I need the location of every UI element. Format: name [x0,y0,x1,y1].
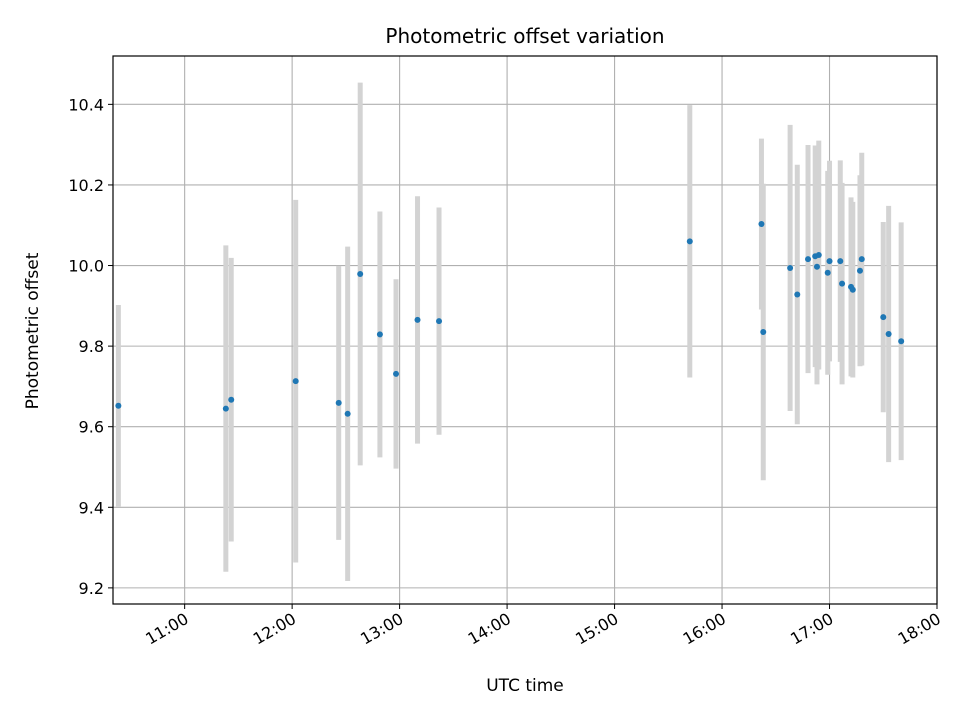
data-point [826,258,833,265]
data-point [414,316,421,323]
data-point [805,256,812,263]
data-point [335,399,342,406]
y-tick-label: 10.2 [68,176,104,195]
data-point [898,338,905,345]
x-axis-label: UTC time [486,676,564,696]
y-tick-label: 9.6 [79,418,104,437]
y-tick-label: 10.4 [68,95,104,114]
data-point [344,410,351,417]
data-point [824,269,831,276]
y-axis-ticks: 9.2 9.4 9.6 9.8 10.0 10.2 10.4 [68,95,113,598]
y-axis-label: Photometric offset [23,252,43,409]
point-layer [115,221,905,417]
data-point [885,331,892,338]
data-point [839,280,846,287]
data-point [292,378,299,385]
data-point [813,263,820,270]
chart-title: Photometric offset variation [385,24,664,48]
data-point [376,331,383,338]
data-point [858,256,865,263]
data-point [758,221,765,228]
y-tick-label: 9.8 [79,337,104,356]
plot-frame [112,55,938,605]
data-point [794,291,801,298]
data-point [880,314,887,321]
y-tick-label: 10.0 [68,257,104,276]
data-point [787,264,794,271]
y-tick-label: 9.2 [79,579,104,598]
data-point [849,286,856,293]
data-point [222,405,229,412]
data-point [837,258,844,265]
data-point [686,238,693,245]
data-point [228,396,235,403]
data-point [856,267,863,274]
data-point [115,402,122,409]
data-point [436,318,443,325]
y-tick-label: 9.4 [79,498,104,517]
data-point [760,329,767,336]
data-point [393,370,400,377]
data-point [815,252,822,259]
data-point [357,270,364,277]
